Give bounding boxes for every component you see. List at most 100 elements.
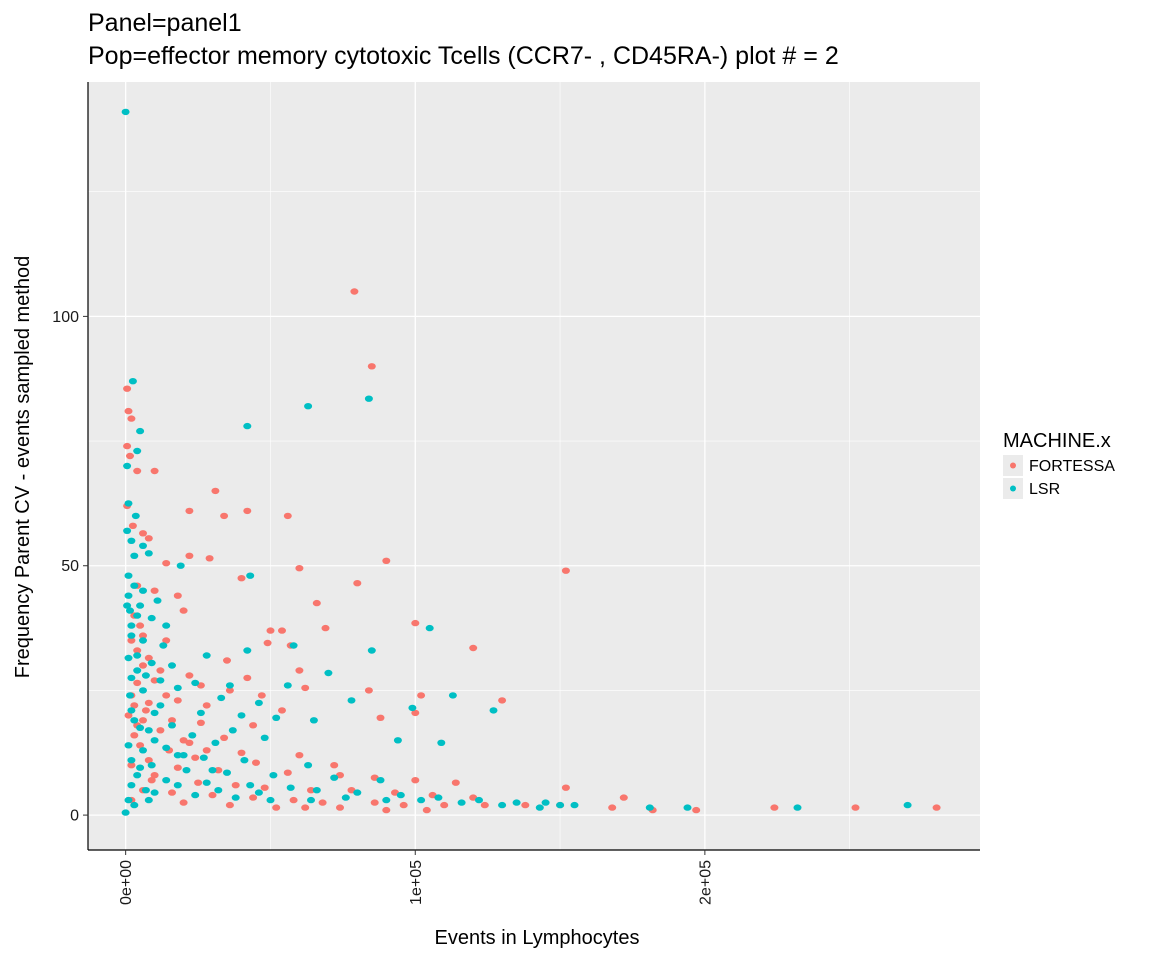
data-point — [278, 707, 286, 714]
data-point — [903, 801, 912, 809]
data-point — [286, 784, 295, 791]
data-point — [179, 737, 188, 744]
data-point — [168, 662, 176, 669]
data-point — [451, 779, 460, 786]
data-point — [364, 687, 373, 694]
data-point — [243, 507, 252, 515]
data-point — [124, 796, 133, 804]
data-point — [147, 762, 156, 769]
data-point — [541, 799, 550, 806]
data-point — [211, 487, 220, 495]
data-point — [168, 722, 176, 729]
data-point — [127, 757, 136, 764]
data-point — [173, 782, 182, 789]
data-point — [127, 537, 136, 544]
data-point — [535, 804, 544, 811]
data-point — [150, 772, 159, 779]
data-point — [126, 607, 134, 614]
data-point — [295, 667, 304, 674]
data-point — [136, 724, 145, 731]
data-point — [130, 732, 139, 739]
data-point — [376, 714, 385, 721]
data-point — [422, 806, 431, 814]
data-point — [278, 627, 286, 634]
data-point — [136, 742, 145, 749]
data-point — [570, 801, 579, 809]
data-point — [133, 772, 142, 779]
data-point — [124, 712, 133, 719]
data-point — [156, 727, 165, 734]
data-point — [272, 804, 281, 811]
data-point — [127, 622, 136, 629]
data-point — [330, 774, 339, 781]
data-point — [469, 644, 478, 652]
data-point — [399, 801, 408, 809]
data-point — [150, 587, 159, 594]
data-point — [136, 622, 145, 629]
data-point — [220, 734, 229, 741]
data-point — [437, 739, 446, 746]
data-point — [223, 657, 231, 664]
data-point — [133, 667, 142, 674]
y-axis-title: Frequency Parent CV - events sampled met… — [12, 256, 34, 678]
legend-key-fortessa — [1010, 462, 1016, 469]
data-point — [127, 415, 136, 422]
data-point — [124, 654, 133, 662]
x-tick-label: 1e+05 — [408, 860, 425, 905]
data-point — [498, 801, 507, 809]
data-point — [130, 552, 139, 559]
legend: MACHINE.x FORTESSA LSR — [1003, 430, 1115, 499]
data-point — [126, 692, 134, 699]
data-point — [133, 679, 142, 687]
data-point — [254, 789, 263, 796]
data-point — [295, 752, 304, 759]
data-point — [179, 799, 188, 806]
data-point — [144, 757, 153, 764]
legend-title: MACHINE.x — [1003, 430, 1111, 452]
legend-label-lsr: LSR — [1029, 481, 1060, 498]
data-point — [173, 752, 182, 759]
data-point — [246, 782, 255, 789]
data-point — [448, 692, 457, 699]
data-point — [318, 799, 327, 806]
data-point — [191, 791, 200, 799]
data-point — [683, 804, 692, 811]
data-point — [353, 789, 362, 796]
data-point — [246, 572, 255, 579]
data-point — [159, 642, 168, 649]
data-point — [307, 796, 315, 804]
data-point — [127, 637, 136, 644]
x-tick-label: 2e+05 — [697, 860, 714, 905]
data-point — [196, 709, 205, 717]
data-point — [289, 642, 298, 649]
data-point — [139, 662, 147, 669]
data-point — [139, 632, 147, 639]
data-point — [793, 804, 802, 811]
data-point — [130, 801, 139, 809]
data-point — [136, 602, 145, 609]
data-point — [173, 764, 182, 771]
data-point — [162, 637, 171, 644]
data-point — [130, 582, 139, 589]
data-point — [127, 632, 136, 639]
data-point — [124, 407, 133, 415]
data-point — [301, 684, 310, 692]
data-point — [123, 602, 132, 609]
data-point — [608, 804, 617, 811]
plot-panel — [88, 82, 980, 850]
data-point — [350, 288, 359, 295]
data-point — [266, 796, 275, 804]
data-point — [220, 512, 229, 520]
data-point — [144, 699, 153, 707]
data-point — [243, 647, 252, 654]
data-point — [191, 679, 200, 687]
data-point — [150, 737, 159, 744]
legend-item-lsr: LSR — [1003, 478, 1060, 499]
data-point — [141, 672, 150, 679]
points-layer — [121, 108, 941, 816]
data-point — [324, 669, 333, 677]
data-point — [139, 747, 147, 754]
data-point — [202, 779, 211, 786]
